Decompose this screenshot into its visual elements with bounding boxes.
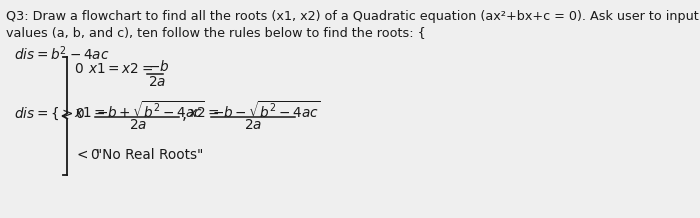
Text: $2a$: $2a$: [129, 118, 147, 132]
Text: $2a$: $2a$: [244, 118, 262, 132]
Text: $dis = b^2 - 4ac$: $dis = b^2 - 4ac$: [15, 44, 110, 63]
Text: $-b$: $-b$: [148, 59, 169, 74]
Text: $,$: $,$: [181, 108, 186, 123]
Text: "No Real Roots": "No Real Roots": [96, 148, 203, 162]
Text: values (a, b, and c), ten follow the rules below to find the roots: {: values (a, b, and c), ten follow the rul…: [6, 26, 426, 39]
Text: $dis = \{>0$: $dis = \{>0$: [15, 106, 86, 122]
Text: $x2 =$: $x2 =$: [188, 106, 220, 120]
Text: Q3: Draw a flowchart to find all the roots (x1, x2) of a Quadratic equation (ax²: Q3: Draw a flowchart to find all the roo…: [6, 10, 700, 23]
Text: $0$: $0$: [74, 62, 84, 76]
Text: $x1 = x2 =$: $x1 = x2 =$: [88, 62, 153, 76]
Text: $2a$: $2a$: [148, 75, 166, 89]
Text: $-b+\sqrt{b^2-4ac}$: $-b+\sqrt{b^2-4ac}$: [96, 100, 204, 121]
Text: $-b-\sqrt{b^2-4ac}$: $-b-\sqrt{b^2-4ac}$: [211, 100, 321, 121]
Text: $<0$: $<0$: [74, 148, 101, 162]
Text: $x1 =$: $x1 =$: [74, 106, 106, 120]
